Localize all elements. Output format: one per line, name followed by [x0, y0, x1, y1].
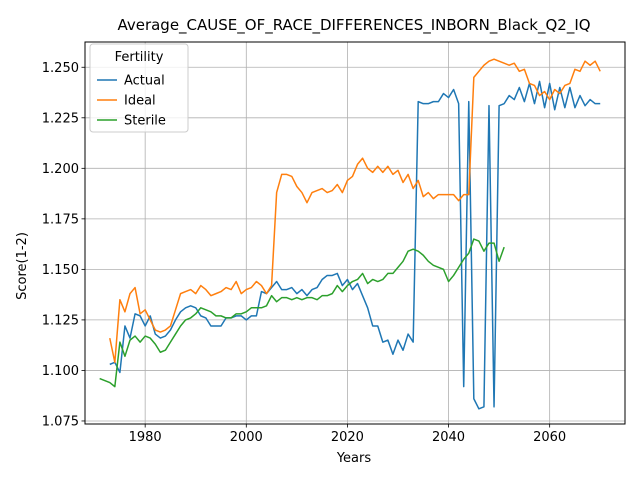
- legend-label-ideal: Ideal: [124, 94, 156, 109]
- x-axis-ticks: 1980 2000 2020 2040 2060: [129, 424, 566, 445]
- y-tick-label: 1.125: [42, 313, 79, 328]
- y-tick-label: 1.075: [42, 414, 79, 429]
- x-tick-label: 2020: [331, 430, 364, 445]
- y-axis-ticks: 1.075 1.100 1.125 1.150 1.175 1.200 1.225 1.250: [42, 61, 85, 429]
- series-line-actual: [109, 80, 601, 410]
- legend-box: [89, 43, 189, 133]
- y-tick-label: 1.225: [42, 111, 79, 126]
- y-axis-label: Score(1-2): [15, 232, 30, 300]
- x-axis-label: Years: [336, 451, 372, 466]
- x-tick-label: 1980: [129, 430, 162, 445]
- series-lines: [99, 58, 601, 410]
- x-tick-label: 2000: [230, 430, 263, 445]
- y-tick-label: 1.200: [42, 162, 79, 177]
- legend-label-actual: Actual: [124, 74, 165, 89]
- x-tick-label: 2040: [432, 430, 465, 445]
- plot-frame: [84, 41, 626, 425]
- y-tick-label: 1.175: [42, 212, 79, 227]
- y-tick-label: 1.250: [42, 61, 79, 76]
- legend-items: Actual Ideal Sterile: [97, 74, 166, 129]
- x-tick-label: 2060: [533, 430, 566, 445]
- legend-label-sterile: Sterile: [124, 114, 166, 129]
- series-line-sterile: [99, 238, 505, 388]
- series-line-ideal: [109, 58, 601, 364]
- y-tick-label: 1.100: [42, 364, 79, 379]
- legend: Fertility Actual Ideal Sterile: [89, 43, 189, 133]
- chart-title: Average_CAUSE_OF_RACE_DIFFERENCES_INBORN…: [117, 16, 590, 35]
- y-tick-label: 1.150: [42, 263, 79, 278]
- legend-title: Fertility: [115, 50, 164, 65]
